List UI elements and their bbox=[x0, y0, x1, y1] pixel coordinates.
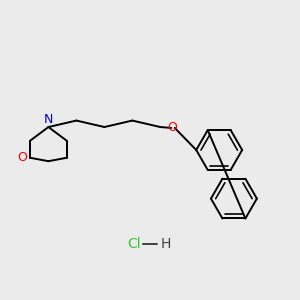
Text: N: N bbox=[44, 112, 53, 126]
Text: Cl: Cl bbox=[128, 237, 141, 251]
Text: O: O bbox=[17, 151, 27, 164]
Text: O: O bbox=[168, 122, 178, 134]
Text: H: H bbox=[160, 237, 171, 251]
